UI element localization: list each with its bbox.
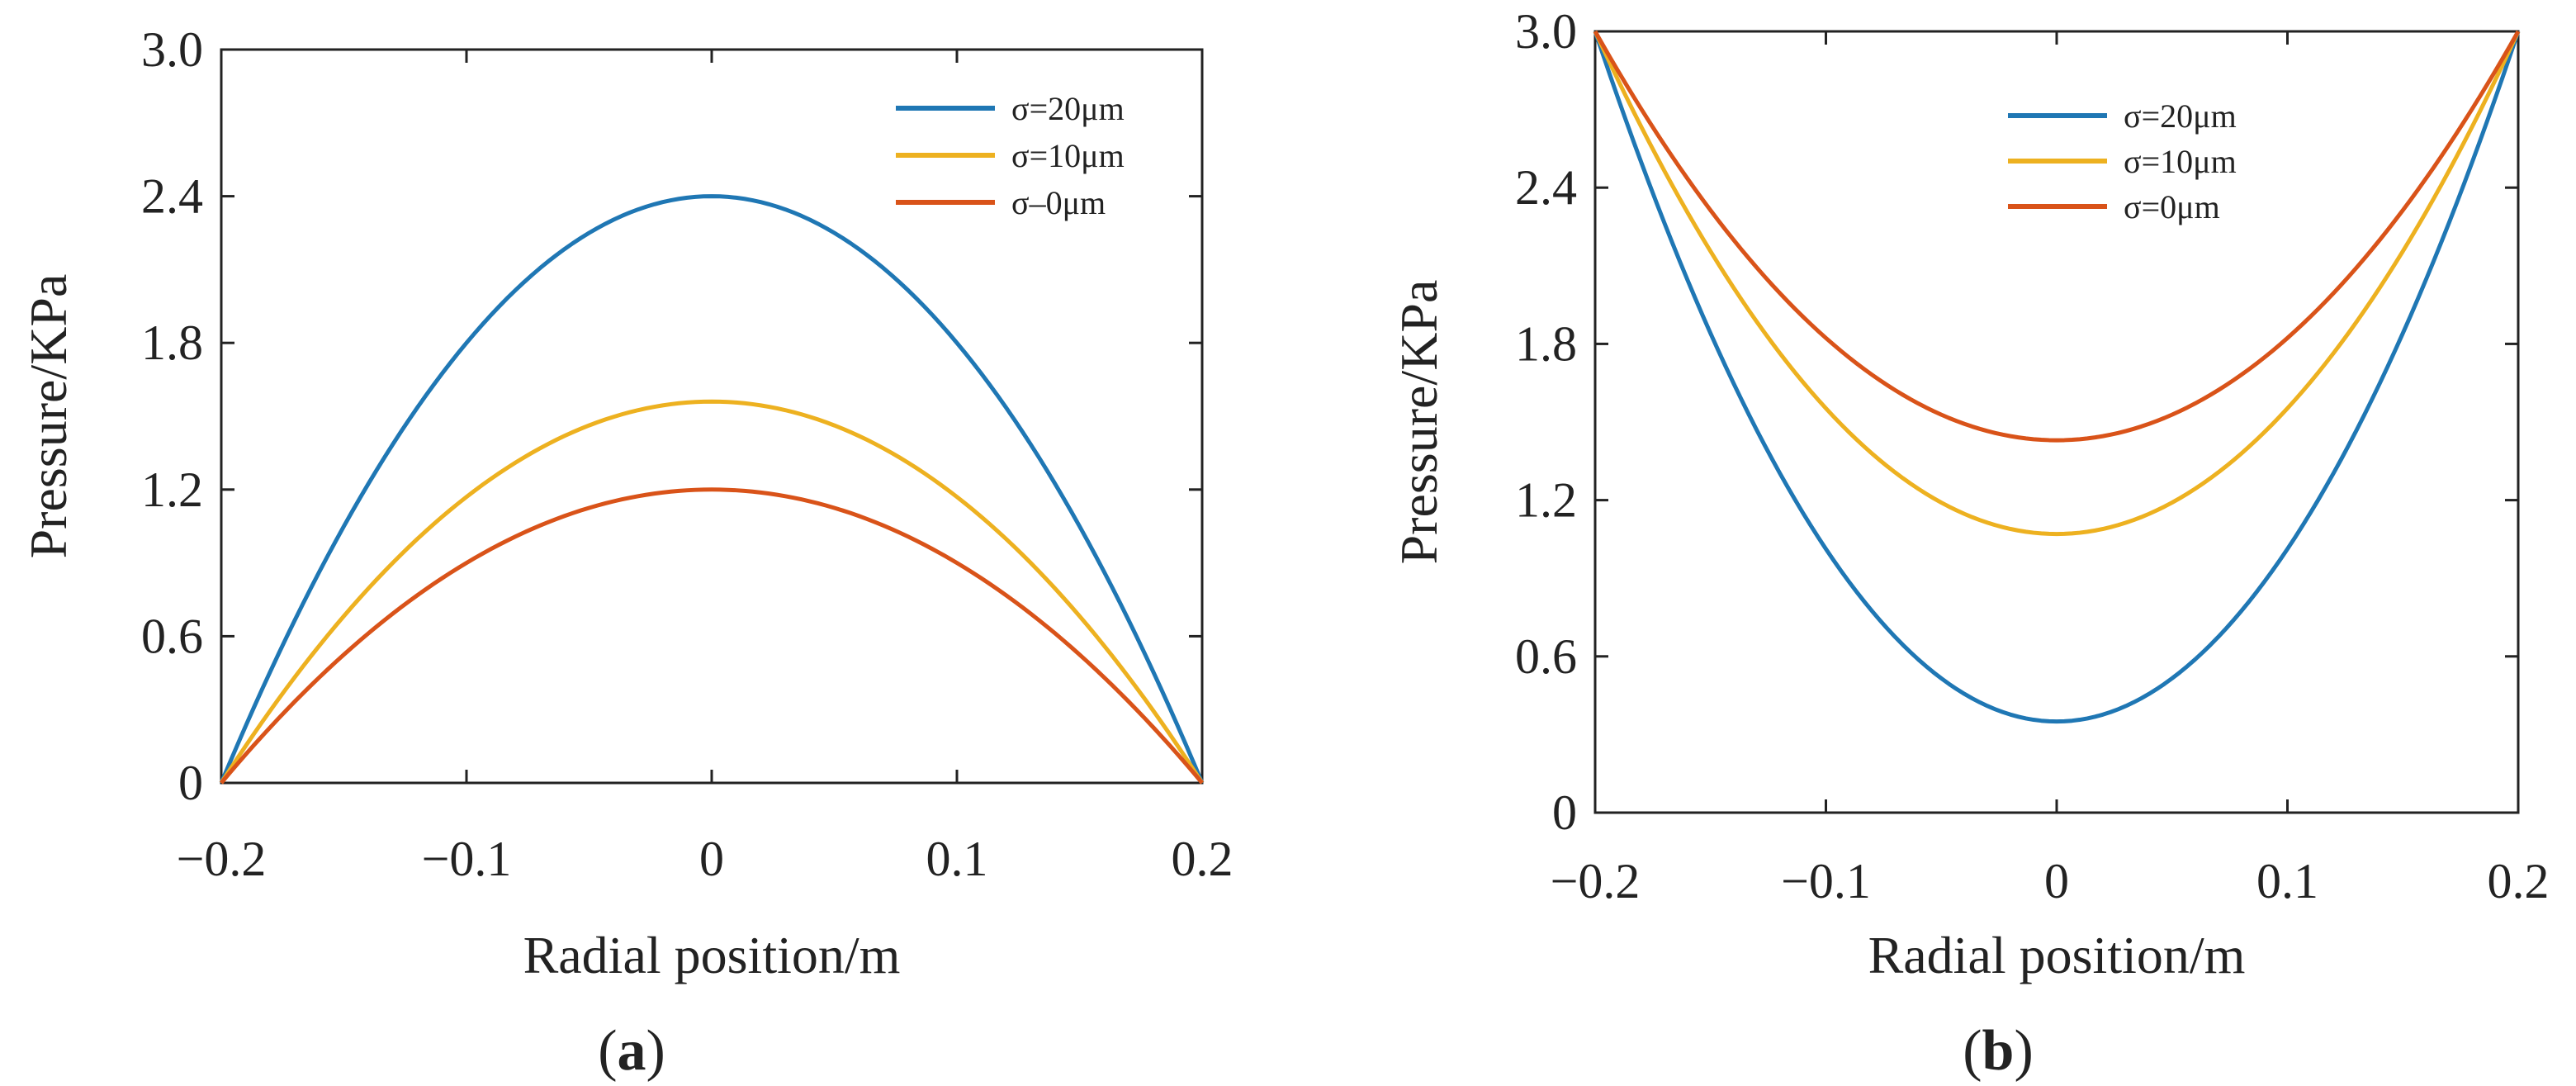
x-axis-title: Radial position/m: [1868, 926, 2246, 984]
series-line-0: [219, 194, 1205, 784]
legend-label: σ=0μm: [2124, 188, 2220, 225]
panel-caption: (b): [1963, 1019, 2034, 1083]
x-tick-label: 0.2: [2488, 854, 2550, 908]
y-tick-label: 0.6: [1515, 629, 1577, 684]
legend: σ=20μm σ=10μm σ=0μm: [2008, 97, 2237, 225]
x-tick-label: 0: [2044, 854, 2069, 908]
caption-paren-open: (: [598, 1019, 617, 1083]
x-tick-label: −0.2: [177, 832, 267, 886]
x-tick-label: −0.2: [1551, 854, 1641, 908]
legend-label: σ=10μm: [2124, 143, 2237, 180]
y-tick-label: 2.4: [1515, 160, 1577, 215]
x-tick-label: −0.1: [1781, 854, 1871, 908]
series-line-2: [1593, 30, 2521, 443]
x-tick-label: 0: [699, 832, 724, 886]
x-tick-label: 0.1: [926, 832, 988, 886]
y-axis-title: Pressure/KPa: [19, 274, 78, 559]
y-tick-label: 0: [1552, 785, 1577, 840]
y-axis-title: Pressure/KPa: [1390, 280, 1448, 565]
panel-caption: (a): [598, 1019, 665, 1083]
series-line-2: [220, 487, 1204, 785]
y-tick-label: 1.2: [1515, 473, 1577, 528]
caption-letter: a: [618, 1019, 646, 1083]
x-tick-label: 0.2: [1172, 832, 1234, 886]
legend-label: σ=20μm: [2124, 97, 2237, 135]
y-tick-label: 1.8: [1515, 316, 1577, 371]
x-tick-label: −0.1: [422, 832, 512, 886]
chart-panel-a: −0.2 −0.1 0 0.1 0.2 0 0.6 1.2 1.8 2.4 3.0 Radial po…: [19, 22, 1234, 1083]
caption-letter: b: [1982, 1019, 2015, 1083]
chart-panel-b: −0.2 −0.1 0 0.1 0.2 0 0.6 1.2 1.8 2.4 3.0 Radial po…: [1390, 4, 2550, 1083]
y-tick-label: 1.2: [141, 462, 203, 517]
x-axis-title: Radial position/m: [523, 926, 901, 984]
y-tick-label: 3.0: [1515, 4, 1577, 59]
series-line-1: [1593, 30, 2521, 537]
plot-frame: [1593, 30, 2520, 814]
caption-paren-close: ): [646, 1019, 665, 1083]
y-tick-label: 3.0: [141, 22, 203, 77]
y-tick-label: 0: [178, 756, 203, 810]
legend-label: σ–0μm: [1011, 184, 1106, 221]
x-tick-label: 0.1: [2256, 854, 2318, 908]
legend-label: σ=10μm: [1011, 137, 1125, 174]
series-line-1: [219, 399, 1205, 785]
series-line-0: [1593, 31, 2521, 724]
legend: σ=20μm σ=10μm σ–0μm: [896, 90, 1125, 221]
y-tick-label: 0.6: [141, 609, 203, 663]
y-tick-label: 1.8: [141, 315, 203, 370]
legend-label: σ=20μm: [1011, 90, 1125, 127]
y-tick-label: 2.4: [141, 169, 203, 224]
caption-paren-close: ): [2014, 1019, 2033, 1083]
caption-paren-open: (: [1963, 1019, 1982, 1083]
